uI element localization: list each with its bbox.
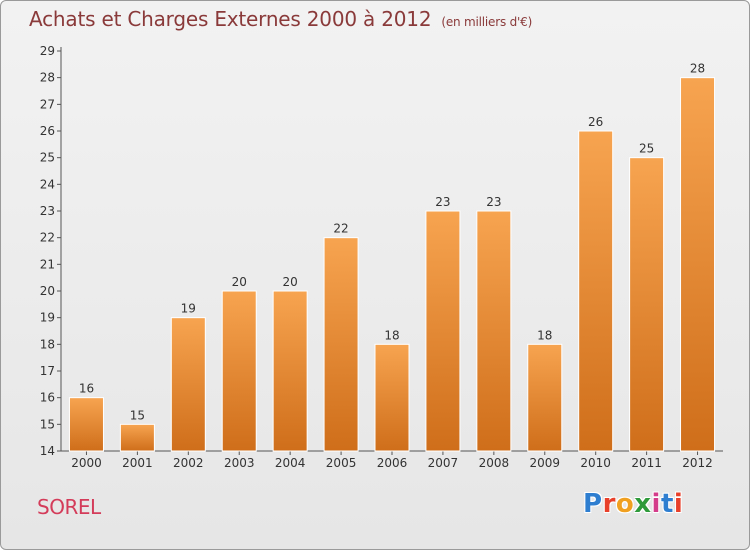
bar-2006	[374, 343, 410, 452]
x-tick-label: 2005	[326, 456, 357, 470]
chart-title-text: Achats et Charges Externes 2000 à 2012	[29, 7, 432, 31]
y-tick-label: 27	[40, 97, 55, 111]
bar-2004	[272, 290, 308, 452]
bar-2001	[119, 423, 155, 452]
y-tick-label: 21	[40, 257, 55, 271]
value-label-2006: 18	[384, 328, 399, 342]
chart-unit: (en milliers d'€)	[441, 15, 533, 29]
y-tick-label: 29	[40, 44, 55, 58]
logo-letter: o	[615, 489, 635, 519]
y-tick-label: 24	[40, 177, 55, 191]
y-tick-label: 25	[40, 151, 55, 165]
y-tick-label: 20	[40, 284, 55, 298]
x-tick-label: 2002	[173, 456, 204, 470]
bar-2005	[323, 237, 359, 452]
y-tick-label: 19	[40, 311, 55, 325]
x-tick-label: 2009	[529, 456, 560, 470]
x-tick-label: 2004	[275, 456, 306, 470]
y-tick-label: 26	[40, 124, 55, 138]
x-tick-label: 2000	[71, 456, 102, 470]
x-tick-label: 2003	[224, 456, 255, 470]
y-tick-label: 14	[40, 444, 55, 458]
value-label-2002: 19	[181, 302, 196, 316]
x-tick-label: 2012	[682, 456, 713, 470]
bar-2009	[527, 343, 563, 452]
x-tick-label: 2011	[631, 456, 662, 470]
bar-2008	[476, 210, 512, 452]
y-tick-label: 23	[40, 204, 55, 218]
y-tick-label: 17	[40, 364, 55, 378]
chart-bars	[68, 77, 716, 452]
value-label-2007: 23	[435, 195, 450, 209]
logo-letter: i	[651, 489, 661, 519]
logo-letter: P	[583, 489, 603, 519]
bar-2010	[578, 130, 614, 452]
bar-2007	[425, 210, 461, 452]
bar-2003	[221, 290, 257, 452]
value-label-2010: 26	[588, 115, 603, 129]
value-label-2011: 25	[639, 142, 654, 156]
bar-2002	[170, 317, 206, 452]
bar-2011	[629, 157, 665, 452]
y-tick-label: 15	[40, 417, 55, 431]
chart-axes: 14 15 16 17 18 19 20 21 22 23 24 25 26 27 28 29 2000 2001…	[40, 44, 723, 470]
logo-letter: r	[602, 489, 616, 519]
bar-2012	[680, 77, 716, 452]
value-label-2005: 22	[333, 222, 348, 236]
y-tick-label: 16	[40, 391, 55, 405]
x-tick-label: 2006	[377, 456, 408, 470]
value-label-2001: 15	[130, 408, 145, 422]
bar-2000	[68, 397, 104, 452]
logo-letter: i	[673, 489, 684, 519]
commune-name: SOREL	[37, 495, 101, 519]
y-tick-label: 28	[40, 71, 55, 85]
value-label-2004: 20	[283, 275, 298, 289]
value-label-2003: 20	[232, 275, 247, 289]
logo-letter: x	[634, 489, 652, 519]
proxiti-logo: Proxiti	[583, 489, 683, 519]
logo-letter: t	[660, 489, 674, 519]
x-tick-label: 2010	[580, 456, 611, 470]
value-label-2009: 18	[537, 328, 552, 342]
value-label-2008: 23	[486, 195, 501, 209]
x-tick-label: 2007	[428, 456, 459, 470]
x-tick-label: 2001	[122, 456, 153, 470]
y-tick-label: 18	[40, 337, 55, 351]
value-label-2000: 16	[79, 382, 94, 396]
y-tick-label: 22	[40, 231, 55, 245]
chart-value-labels: 16 15 19 20 20 22 18 23 23 18 26 25 28	[79, 62, 705, 423]
value-label-2012: 28	[690, 62, 705, 76]
x-tick-label: 2008	[479, 456, 510, 470]
chart-title: Achats et Charges Externes 2000 à 2012 (e…	[29, 7, 532, 31]
